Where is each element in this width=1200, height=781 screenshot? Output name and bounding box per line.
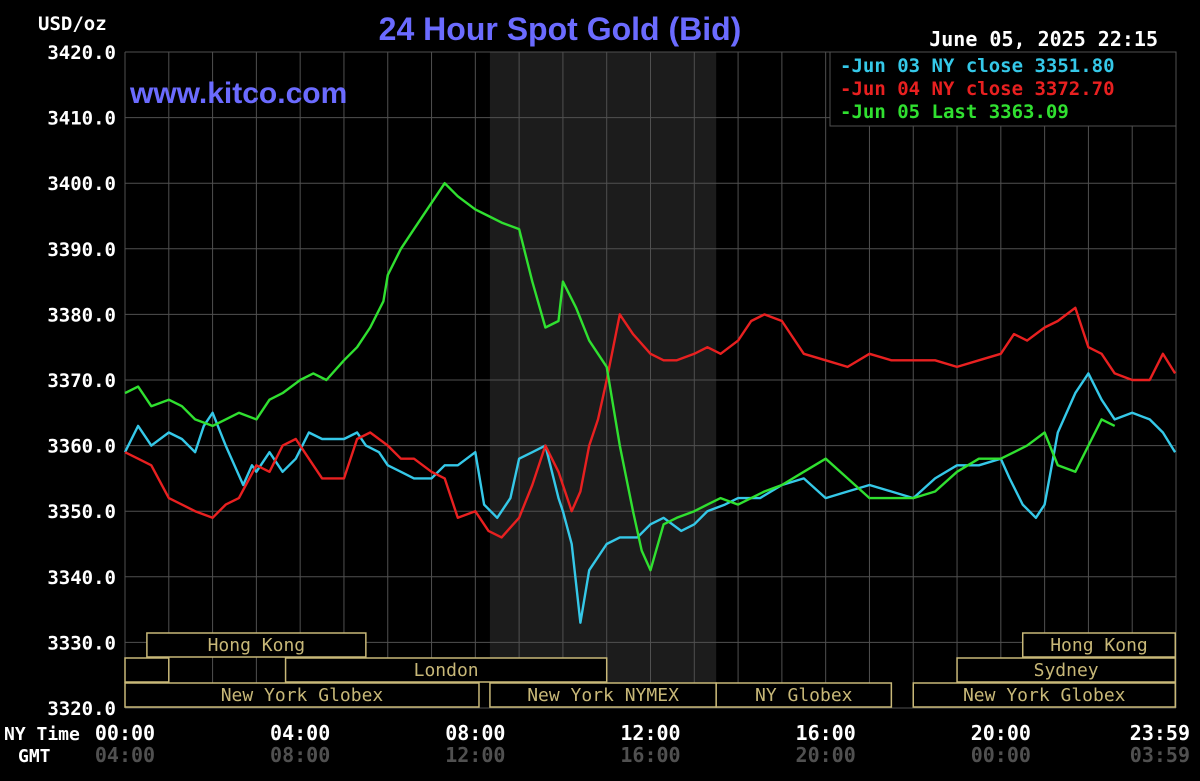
session-label: Hong Kong (208, 635, 306, 656)
legend-entry: -Jun 05 Last 3363.09 (840, 101, 1069, 123)
y-tick-label: 3330.0 (47, 632, 116, 654)
session-label: Sydney (1034, 660, 1099, 681)
gmt-label: GMT (18, 746, 51, 767)
x-tick-label-ny: 20:00 (971, 721, 1031, 745)
session-box (956, 657, 1177, 683)
session-label: New York Globex (221, 685, 384, 706)
x-tick-label-gmt: 20:00 (796, 743, 856, 767)
x-tick-label-gmt: 16:00 (620, 743, 680, 767)
chart-title: 24 Hour Spot Gold (Bid) (379, 11, 742, 47)
x-tick-label-gmt: 03:59 (1130, 743, 1190, 767)
session-box (715, 682, 893, 708)
session-box (489, 682, 717, 708)
y-tick-label: 3410.0 (47, 108, 116, 130)
y-tick-label: 3400.0 (47, 173, 116, 195)
session-box (124, 657, 170, 683)
series-line-0 (123, 372, 1177, 624)
legend-box (829, 51, 1177, 127)
x-tick-label-ny: 23:59 (1130, 721, 1190, 745)
session-label: New York NYMEX (527, 685, 679, 706)
unit-label: USD/oz (38, 13, 107, 35)
market-sessions: Hong Kong London New York Globex New York N… (124, 632, 1177, 708)
session-label: London (414, 660, 479, 681)
y-tick-label: 3390.0 (47, 239, 116, 261)
session-label: Hong Kong (1050, 635, 1148, 656)
x-tick-label-ny: 12:00 (620, 721, 680, 745)
x-tick-label-ny: 00:00 (95, 721, 155, 745)
x-tick-label-gmt: 00:00 (971, 743, 1031, 767)
y-tick-label: 3350.0 (47, 501, 116, 523)
session-box (1021, 632, 1177, 658)
session-label: NY Globex (755, 685, 853, 706)
legend-entry: -Jun 03 NY close 3351.80 (840, 55, 1115, 77)
session-box (124, 682, 480, 708)
timestamp: June 05, 2025 22:15 (929, 27, 1158, 51)
session-box (146, 632, 367, 658)
price-series (123, 181, 1177, 624)
x-tick-label-gmt: 08:00 (270, 743, 330, 767)
y-tick-label: 3370.0 (47, 370, 116, 392)
x-tick-label-ny: 08:00 (445, 721, 505, 745)
session-label: New York Globex (963, 685, 1126, 706)
website-label: www.kitco.com (129, 77, 347, 110)
x-tick-label-ny: 04:00 (270, 721, 330, 745)
legend: -Jun 03 NY close 3351.80-Jun 04 NY close… (840, 55, 1115, 123)
session-box (912, 682, 1177, 708)
x-tick-label-ny: 16:00 (796, 721, 856, 745)
y-tick-labels: 3420.0 3410.0 3400.0 3390.0 3380.0 3370.0 3360… (47, 42, 116, 720)
x-tick-label-gmt: 12:00 (445, 743, 505, 767)
y-tick-label: 3420.0 (47, 42, 116, 64)
x-tick-labels: 00:00 04:00 08:00 12:00 16:00 20:00 23:5904:00… (95, 721, 1190, 767)
y-tick-label: 3340.0 (47, 567, 116, 589)
x-tick-label-gmt: 04:00 (95, 743, 155, 767)
series-line-1 (124, 306, 1177, 539)
y-tick-label: 3320.0 (47, 698, 116, 720)
legend-entry: -Jun 04 NY close 3372.70 (840, 78, 1115, 100)
y-tick-label: 3380.0 (47, 304, 116, 326)
y-tick-label: 3360.0 (47, 436, 116, 458)
session-box (284, 657, 608, 683)
ny-time-label: NY Time (4, 724, 80, 745)
series-line-2 (124, 181, 1116, 572)
